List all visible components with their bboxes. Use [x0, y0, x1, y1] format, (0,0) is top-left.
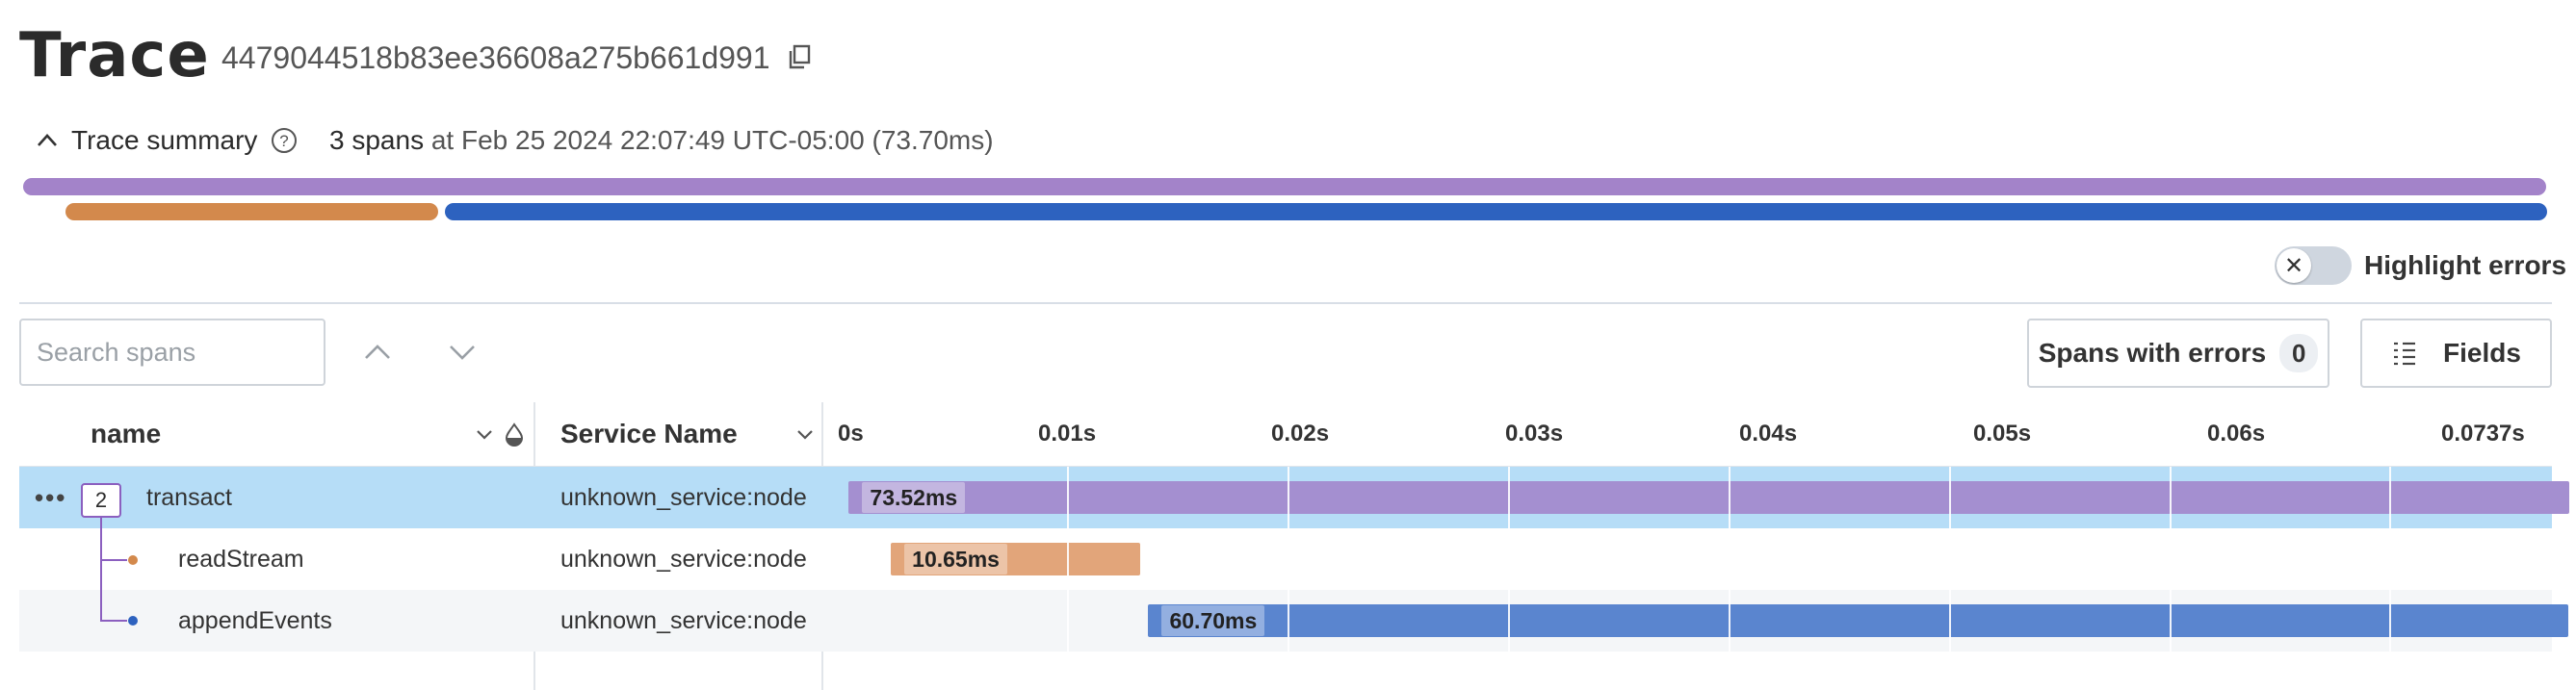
timeline-tick-label: 0.02s: [1271, 421, 1330, 447]
timeline-gridline: [1508, 467, 1510, 690]
svg-text:?: ?: [279, 132, 288, 150]
copy-icon[interactable]: [786, 42, 815, 71]
span-count: 3 spans: [329, 125, 425, 155]
span-bar[interactable]: [848, 481, 2569, 514]
timeline-tick-label: 0.05s: [1973, 421, 2032, 447]
table-row[interactable]: [19, 528, 2552, 590]
span-duration-label: 73.52ms: [862, 482, 966, 513]
divider: [19, 302, 2552, 304]
child-count-badge[interactable]: 2: [81, 483, 121, 518]
chevron-up-icon: [38, 134, 57, 146]
timeline-tick-label: 0.03s: [1505, 421, 1564, 447]
timeline-gridline: [2389, 467, 2391, 690]
spans-with-errors-button[interactable]: Spans with errors 0: [2027, 319, 2329, 388]
minimap-bar-transact: [23, 178, 2546, 195]
next-match-button[interactable]: [438, 328, 486, 376]
span-name[interactable]: appendEvents: [178, 607, 332, 634]
trace-summary-text: 3 spans at Feb 25 2024 22:07:49 UTC-05:0…: [329, 123, 994, 158]
page-title: Trace: [19, 20, 210, 91]
trace-id: 4479044518b83ee36608a275b661d991: [221, 40, 770, 75]
search-input[interactable]: [19, 319, 325, 386]
row-menu-icon[interactable]: •••: [35, 483, 67, 512]
error-count-badge: 0: [2279, 334, 2319, 372]
tree-connector: [100, 559, 127, 561]
chevron-up-icon: [365, 345, 390, 359]
span-bar[interactable]: [891, 543, 1140, 575]
service-dot: [128, 555, 138, 565]
timeline-tick-label: 0.06s: [2207, 421, 2266, 447]
timeline-gridline: [1949, 467, 1951, 690]
span-duration-label: 10.65ms: [904, 544, 1007, 575]
fields-label: Fields: [2443, 338, 2521, 368]
service-name: unknown_service:node: [560, 484, 807, 511]
timeline-gridline: [1729, 467, 1730, 690]
timeline-gridline: [1067, 467, 1069, 690]
timeline-gridline: [2170, 467, 2172, 690]
columns-icon: [2394, 342, 2416, 366]
column-header-name[interactable]: name: [91, 419, 162, 448]
tree-connector: [100, 516, 102, 621]
service-name: unknown_service:node: [560, 607, 807, 634]
header-divider: [19, 466, 2552, 467]
trace-summary-toggle[interactable]: Trace summary: [35, 123, 257, 158]
trace-summary-label: Trace summary: [71, 125, 258, 155]
timeline-tick-label: 0s: [838, 421, 864, 447]
trace-summary-details: at Feb 25 2024 22:07:49 UTC-05:00 (73.70…: [430, 125, 994, 155]
fields-button[interactable]: Fields: [2360, 319, 2552, 388]
chevron-down-icon[interactable]: [794, 423, 816, 445]
minimap-bar-readstream: [65, 203, 438, 220]
service-dot: [128, 616, 138, 626]
chevron-down-icon[interactable]: [474, 423, 495, 445]
column-header-service[interactable]: Service Name: [560, 419, 738, 448]
timeline-tick-label: 0.01s: [1038, 421, 1097, 447]
highlight-errors-label: Highlight errors: [2364, 250, 2567, 280]
timeline-tick-label: 0.0737s: [2441, 421, 2525, 447]
span-duration-label: 60.70ms: [1161, 605, 1265, 636]
drop-icon[interactable]: [503, 422, 526, 447]
service-name: unknown_service:node: [560, 546, 807, 573]
help-icon[interactable]: ?: [270, 126, 299, 155]
previous-match-button[interactable]: [353, 328, 402, 376]
span-bar[interactable]: [1148, 604, 2569, 637]
span-name[interactable]: readStream: [178, 546, 304, 573]
tree-connector: [100, 620, 127, 622]
spans-with-errors-label: Spans with errors: [2038, 338, 2267, 368]
minimap-bar-appendevents: [445, 203, 2547, 220]
span-name[interactable]: transact: [146, 484, 232, 511]
close-icon: ✕: [2277, 248, 2311, 283]
timeline-tick-label: 0.04s: [1739, 421, 1798, 447]
timeline-gridline: [1288, 467, 1289, 690]
chevron-down-icon: [450, 345, 475, 360]
